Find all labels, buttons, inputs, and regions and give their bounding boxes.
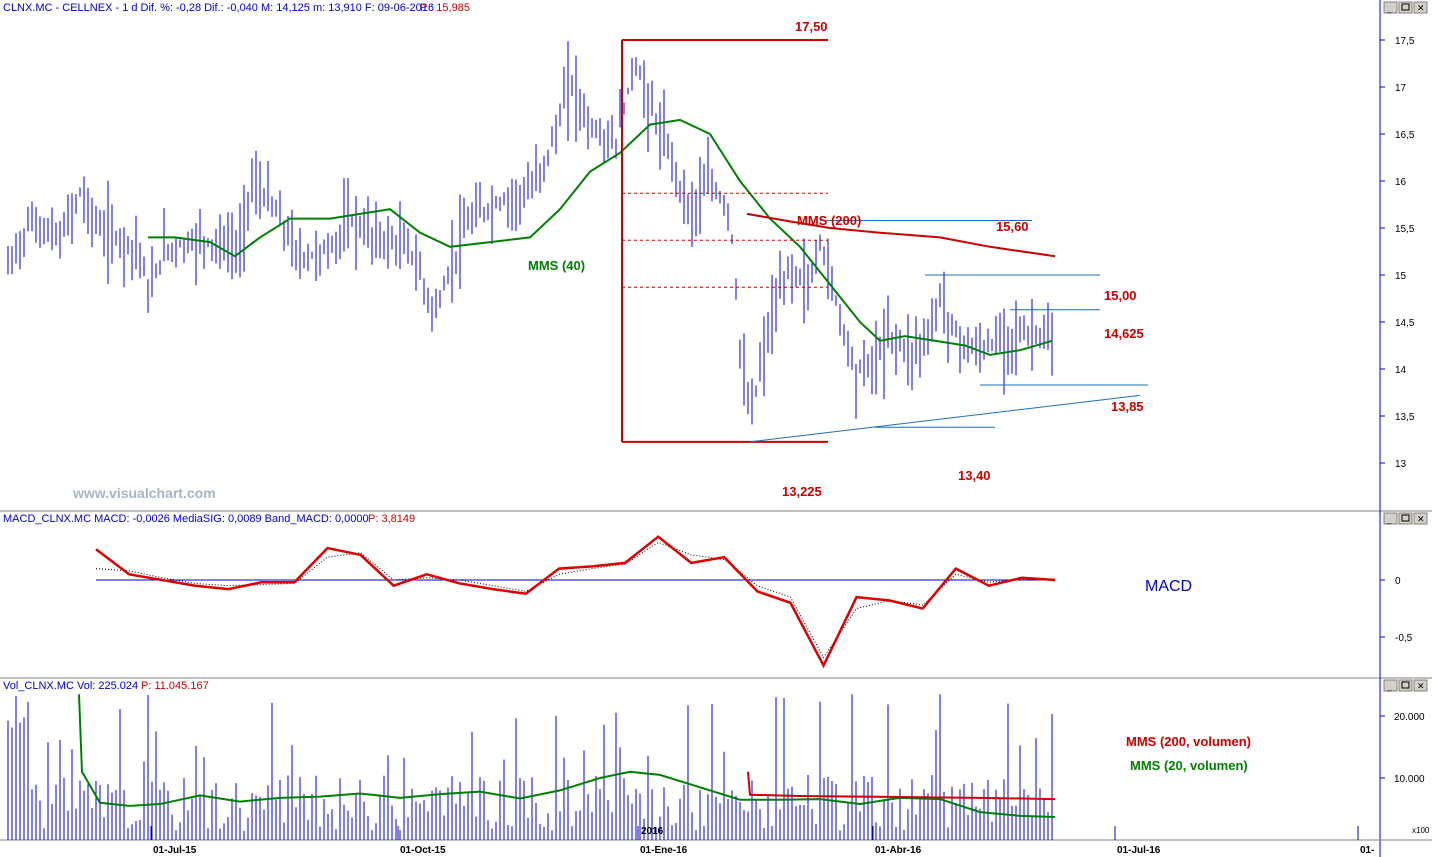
- price-tick-label: 13: [1395, 459, 1407, 470]
- minimize-button[interactable]: [1383, 1, 1398, 14]
- close-button[interactable]: [1413, 1, 1428, 14]
- close-button[interactable]: [1413, 512, 1428, 525]
- price-header: CLNX.MC - CELLNEX - 1 d Dif. %: -0,28 Di…: [3, 2, 434, 14]
- x-tick-label: 01-Jul-15: [153, 845, 197, 856]
- minimize-icon: _: [1386, 515, 1392, 525]
- label-mms200: MMS (200): [797, 213, 861, 228]
- maximize-icon: [1401, 3, 1410, 11]
- x-tick-label: 01-Oct-15: [400, 845, 446, 856]
- price-bars: [7, 41, 1053, 425]
- maximize-icon: [1401, 514, 1410, 522]
- vol-tick-label: 10.000: [1394, 774, 1425, 785]
- minimize-icon: _: [1386, 682, 1392, 692]
- vol-panel-buttons[interactable]: _ ✕: [1383, 679, 1428, 692]
- close-icon: ✕: [1417, 682, 1425, 692]
- price-tick-label: 17: [1395, 83, 1407, 94]
- price-tick-label: 14,5: [1395, 318, 1415, 329]
- label-macd: MACD: [1145, 578, 1192, 595]
- price-tick-label: 15: [1395, 271, 1407, 282]
- label-mms40: MMS (40): [528, 258, 585, 273]
- maximize-button[interactable]: [1398, 512, 1413, 525]
- label-support2: 13,85: [1111, 399, 1144, 414]
- minimize-button[interactable]: [1383, 679, 1398, 692]
- x-tick-label: 01-Ene-16: [640, 845, 688, 856]
- vol-header-p: P: 11.045.167: [141, 680, 209, 692]
- label-year: 2016: [641, 826, 664, 837]
- label-bottom: 13,225: [782, 484, 822, 499]
- mms40-line: [148, 118, 1053, 356]
- price-tick-label: 17,5: [1395, 36, 1415, 47]
- price-y-axis: 13 13,5 14 14,5 15 15,5 16 16,5 17 17,5: [1380, 36, 1415, 470]
- price-tick-label: 15,5: [1395, 224, 1415, 235]
- price-panel-buttons[interactable]: _ ✕: [1383, 1, 1428, 14]
- vol-mms200-line: [747, 771, 1056, 801]
- x-tick-label: 01-Abr-16: [875, 845, 922, 856]
- macd-tick-label: 0: [1395, 576, 1401, 587]
- price-overlays: [148, 39, 1148, 443]
- watermark: www.visualchart.com: [72, 485, 216, 501]
- label-top: 17,50: [795, 19, 828, 34]
- label-vol200: MMS (200, volumen): [1126, 734, 1251, 749]
- maximize-icon: [1401, 681, 1410, 689]
- price-tick-label: 16,5: [1395, 130, 1415, 141]
- vol-tick-label: 20.000: [1394, 712, 1425, 723]
- macd-header: MACD_CLNX.MC MACD: -0,0026 MediaSIG: 0,0…: [3, 513, 369, 525]
- trendline-support: [749, 394, 1141, 443]
- label-res3: 14,625: [1104, 326, 1144, 341]
- close-icon: ✕: [1417, 4, 1425, 14]
- vol-mms20-line: [78, 694, 1056, 819]
- x-tick-label: 01-: [1360, 845, 1374, 856]
- minimize-button[interactable]: [1383, 512, 1398, 525]
- volume-panel: 10.000 20.000: [7, 694, 1425, 840]
- close-icon: ✕: [1417, 515, 1425, 525]
- macd-line: [95, 535, 1056, 669]
- minimize-icon: _: [1386, 4, 1392, 14]
- mms200-line: [746, 212, 1056, 258]
- vol-header: Vol_CLNX.MC Vol: 225.024: [3, 680, 138, 692]
- label-res2: 15,00: [1104, 288, 1137, 303]
- label-support1: 13,40: [958, 468, 991, 483]
- label-vol20: MMS (20, volumen): [1130, 758, 1248, 773]
- macd-tick-label: -0,5: [1395, 633, 1413, 644]
- close-button[interactable]: [1413, 679, 1428, 692]
- label-res1: 15,60: [996, 219, 1029, 234]
- price-tick-label: 14: [1395, 365, 1407, 376]
- macd-panel: 0 -0,5: [95, 535, 1413, 669]
- date-x-axis: 01-Jul-15 01-Oct-15 01-Ene-16 01-Abr-16 01-J…: [150, 826, 1374, 856]
- macd-header-p: P: 3,8149: [368, 513, 415, 525]
- label-x100: x100: [1412, 826, 1430, 835]
- x-tick-label: 01-Jul-16: [1117, 845, 1161, 856]
- maximize-button[interactable]: [1398, 679, 1413, 692]
- macd-panel-buttons[interactable]: _ ✕: [1383, 512, 1428, 525]
- maximize-button[interactable]: [1398, 1, 1413, 14]
- price-tick-label: 16: [1395, 177, 1407, 188]
- price-tick-label: 13,5: [1395, 412, 1415, 423]
- price-header-p: P : 15,985: [420, 2, 470, 14]
